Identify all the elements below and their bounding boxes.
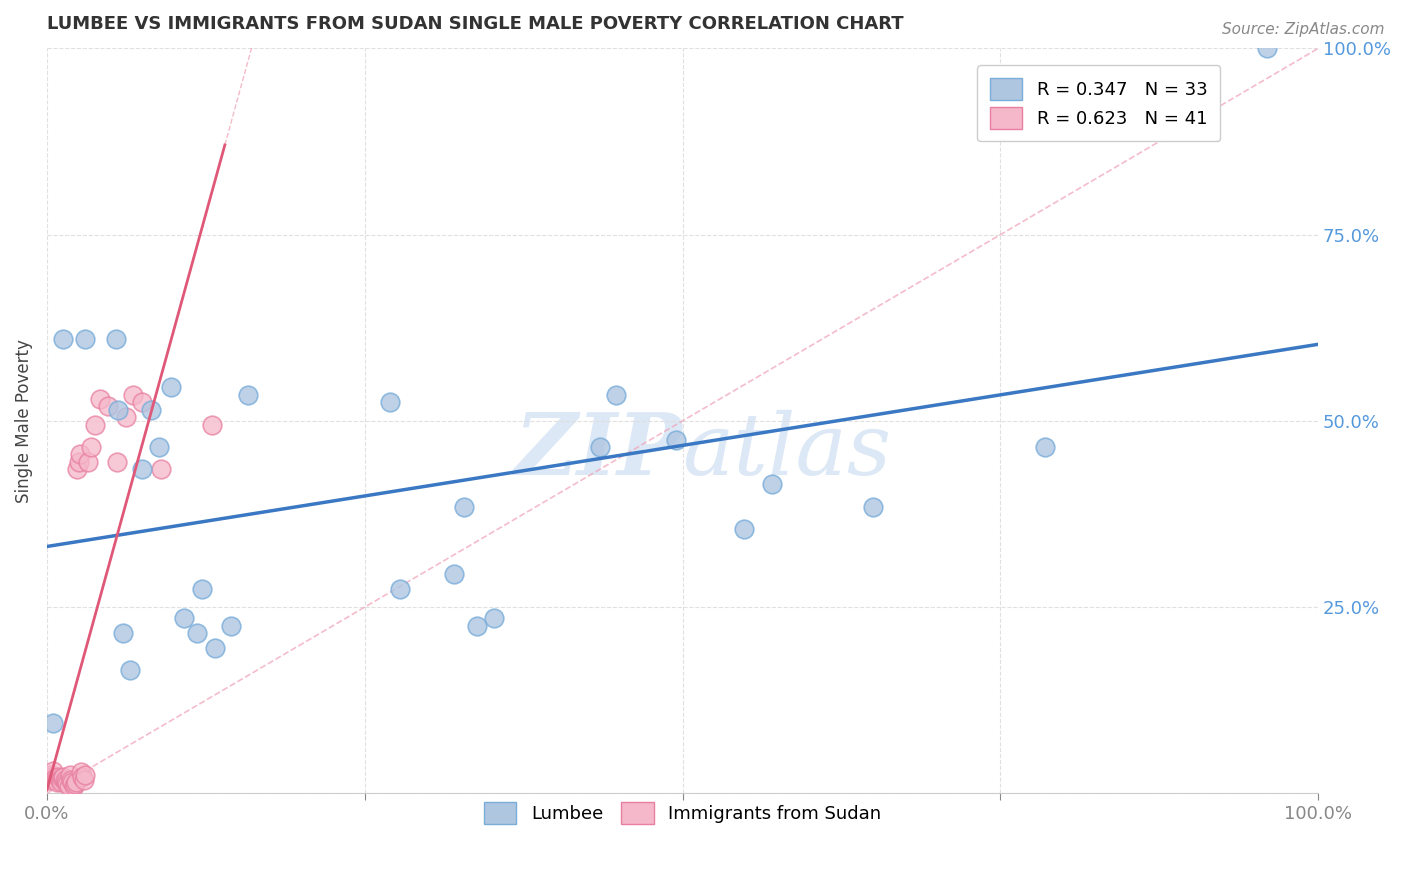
Point: [862, 500, 884, 514]
Point: [60, 772, 83, 787]
Point: [48, 772, 70, 787]
Point: [1256, 41, 1278, 55]
Point: [62, 779, 84, 793]
Point: [56, 777, 79, 791]
Point: [46, 775, 69, 789]
Point: [39, 768, 62, 782]
Point: [389, 582, 412, 596]
Point: [37, 772, 59, 786]
Point: [42, 764, 65, 778]
Point: [114, 410, 136, 425]
Point: [73, 772, 96, 787]
Point: [118, 664, 141, 678]
Point: [122, 388, 145, 402]
Point: [72, 770, 94, 784]
Point: [204, 641, 226, 656]
Point: [59, 768, 82, 782]
Point: [761, 477, 783, 491]
Point: [378, 395, 401, 409]
Point: [219, 619, 242, 633]
Point: [80, 440, 103, 454]
Point: [52, 332, 75, 346]
Point: [605, 388, 627, 402]
Point: [1033, 440, 1056, 454]
Point: [89, 392, 111, 406]
Y-axis label: Single Male Poverty: Single Male Poverty: [15, 339, 32, 503]
Point: [97, 399, 120, 413]
Point: [38, 772, 60, 787]
Point: [150, 462, 173, 476]
Point: [733, 522, 755, 536]
Text: Source: ZipAtlas.com: Source: ZipAtlas.com: [1222, 22, 1385, 37]
Point: [73, 768, 96, 782]
Point: [104, 332, 127, 346]
Point: [53, 772, 76, 787]
Point: [42, 715, 65, 730]
Point: [148, 440, 170, 454]
Point: [49, 775, 72, 789]
Point: [139, 402, 162, 417]
Point: [131, 395, 153, 409]
Point: [186, 626, 208, 640]
Point: [58, 779, 80, 793]
Text: ZIP: ZIP: [515, 409, 682, 492]
Point: [69, 447, 91, 461]
Point: [160, 380, 183, 394]
Point: [191, 582, 214, 596]
Point: [665, 433, 688, 447]
Point: [63, 777, 86, 791]
Point: [484, 611, 506, 625]
Point: [589, 440, 612, 454]
Point: [60, 775, 83, 789]
Point: [84, 417, 107, 432]
Point: [66, 462, 89, 476]
Point: [45, 772, 67, 787]
Point: [76, 455, 98, 469]
Point: [73, 332, 96, 346]
Point: [70, 765, 93, 780]
Point: [41, 770, 63, 784]
Legend: Lumbee, Immigrants from Sudan: Lumbee, Immigrants from Sudan: [471, 789, 894, 837]
Point: [443, 566, 465, 581]
Point: [173, 611, 195, 625]
Point: [105, 455, 128, 469]
Point: [131, 462, 153, 476]
Point: [107, 402, 129, 417]
Point: [453, 500, 475, 514]
Text: atlas: atlas: [682, 409, 891, 492]
Text: LUMBEE VS IMMIGRANTS FROM SUDAN SINGLE MALE POVERTY CORRELATION CHART: LUMBEE VS IMMIGRANTS FROM SUDAN SINGLE M…: [46, 15, 904, 33]
Point: [67, 455, 90, 469]
Point: [201, 417, 224, 432]
Point: [46, 770, 69, 784]
Point: [112, 626, 135, 640]
Point: [52, 770, 75, 784]
Point: [465, 619, 488, 633]
Point: [236, 388, 259, 402]
Point: [55, 775, 77, 789]
Point: [44, 772, 66, 786]
Point: [51, 772, 73, 786]
Point: [65, 775, 87, 789]
